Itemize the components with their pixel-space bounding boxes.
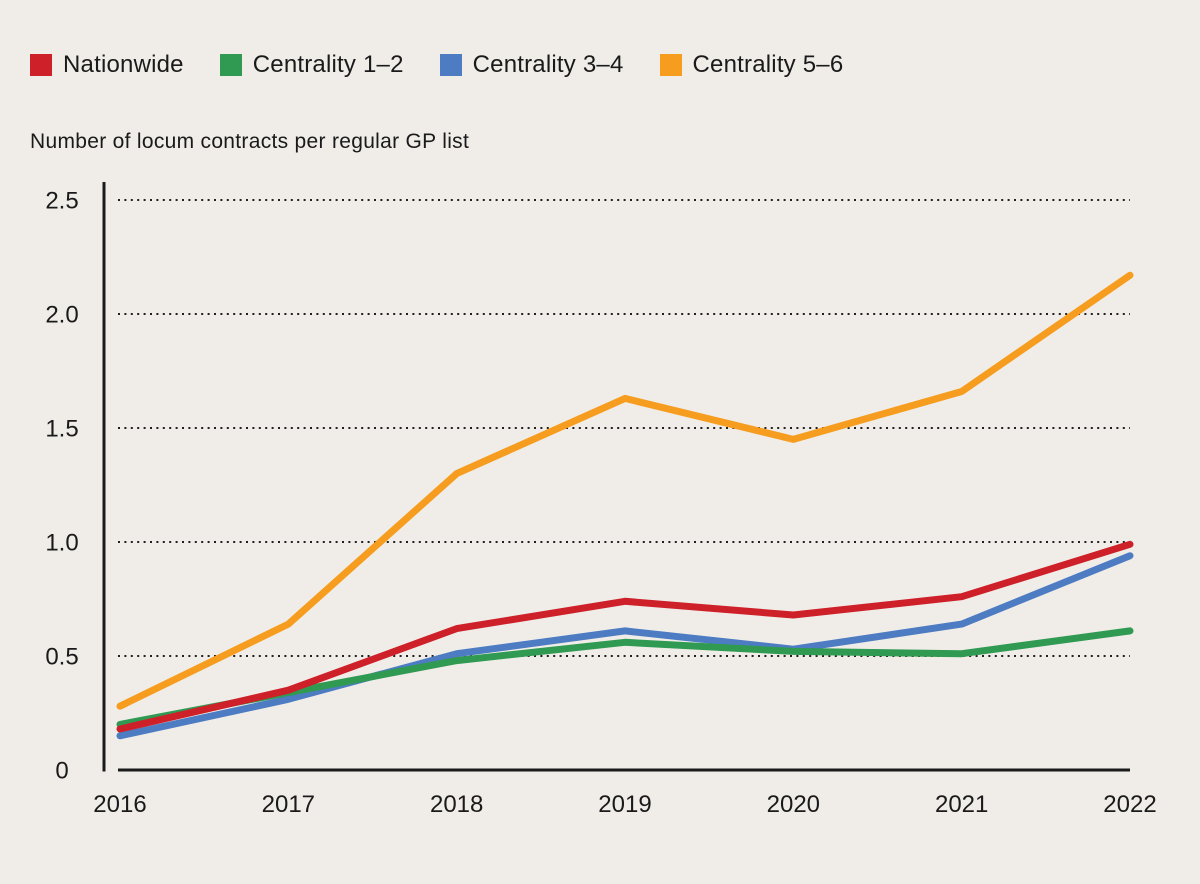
legend-swatch-icon: [30, 54, 52, 76]
legend-item-centrality-5-6: Centrality 5–6: [659, 51, 844, 79]
x-tick-label: 2018: [430, 791, 483, 818]
axes: [102, 182, 1130, 772]
legend-label: Nationwide: [63, 51, 184, 78]
x-tick-label: 2016: [93, 791, 146, 818]
y-tick-label: 0: [55, 758, 68, 785]
series-line-nationwide: [116, 540, 1134, 733]
series-lines: [116, 271, 1134, 740]
y-tick-label: 1.0: [45, 530, 78, 557]
legend-label: Centrality 3–4: [472, 51, 624, 78]
series-line-centrality-3-4: [116, 552, 1134, 740]
legend-swatch-icon: [439, 54, 462, 76]
legend-item-centrality-3-4: Centrality 3–4: [439, 51, 624, 79]
x-tick-label: 2022: [1103, 791, 1156, 818]
y-tick-label: 0.5: [45, 644, 78, 671]
x-tick-labels: 2016 2017 2018 2019 2020 2021 2022: [93, 791, 1156, 818]
chart-subtitle: Number of locum contracts per regular GP…: [30, 130, 470, 153]
legend-label: Centrality 5–6: [692, 51, 844, 78]
x-tick-label: 2020: [767, 791, 820, 818]
y-tick-label: 1.5: [45, 416, 78, 443]
legend: Nationwide Centrality 1–2 Centrality 3–4 Ce…: [30, 51, 843, 79]
line-chart: 0 0.5 1.0 1.5 2.0 2.5 2016 2017 2018 2019 2020 202…: [45, 182, 1157, 818]
x-tick-label: 2021: [935, 791, 988, 818]
gridlines: [118, 199, 1130, 657]
x-tick-label: 2019: [598, 791, 651, 818]
legend-swatch-icon: [219, 54, 242, 76]
y-tick-label: 2.0: [45, 302, 78, 329]
legend-item-centrality-1-2: Centrality 1–2: [219, 51, 404, 79]
legend-item-nationwide: Nationwide: [30, 51, 184, 79]
legend-label: Centrality 1–2: [252, 51, 404, 78]
legend-swatch-icon: [659, 54, 682, 76]
y-tick-label: 2.5: [45, 188, 78, 215]
x-tick-label: 2017: [262, 791, 315, 818]
y-tick-labels: 0 0.5 1.0 1.5 2.0 2.5: [45, 188, 78, 785]
series-line-centrality-5-6: [116, 271, 1134, 710]
series-line-centrality-1-2: [116, 627, 1134, 728]
